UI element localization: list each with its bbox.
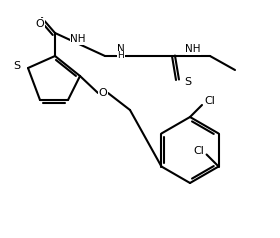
Text: Cl: Cl — [193, 145, 204, 155]
Text: NH: NH — [70, 34, 86, 44]
Text: Cl: Cl — [205, 96, 215, 106]
Text: H: H — [118, 51, 124, 60]
Text: N: N — [117, 44, 125, 54]
Text: O: O — [99, 88, 107, 98]
Text: O: O — [36, 19, 44, 29]
Text: NH: NH — [185, 44, 201, 54]
Text: S: S — [184, 77, 191, 87]
Text: S: S — [13, 61, 20, 71]
